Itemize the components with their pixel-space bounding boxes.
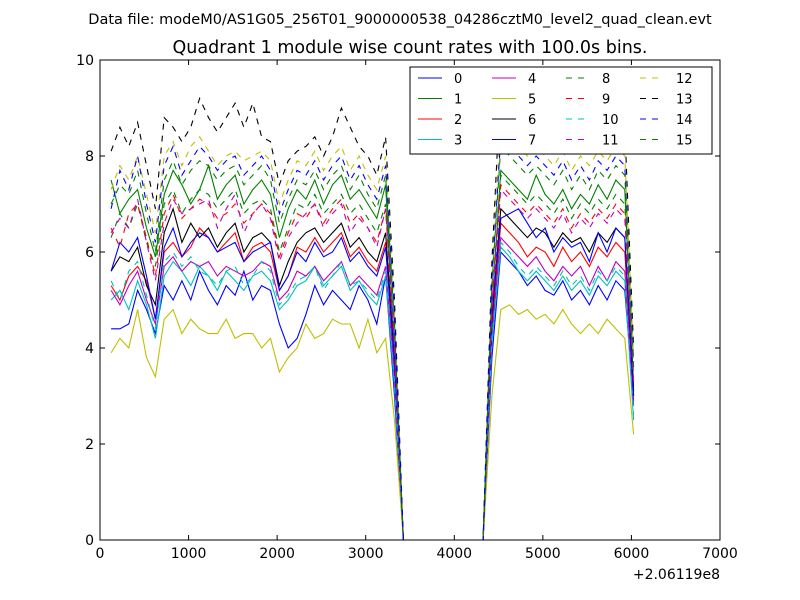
y-tick-label: 2 — [85, 437, 94, 453]
series-line-5 — [110, 304, 635, 540]
chart-title: Quadrant 1 module wise count rates with … — [173, 38, 648, 58]
legend-label-12: 12 — [676, 72, 693, 87]
legend-label-0: 0 — [454, 72, 462, 87]
series-line-14 — [110, 135, 635, 540]
y-tick-label: 4 — [85, 341, 94, 357]
legend-label-10: 10 — [602, 113, 619, 128]
x-axis-offset-label: +2.06119e8 — [633, 567, 720, 583]
y-tick-label: 6 — [85, 245, 94, 261]
series-line-15 — [110, 145, 635, 540]
series-line-2 — [110, 221, 635, 540]
data-file-caption: Data file: modeM0/AS1G05_256T01_90000005… — [88, 12, 712, 28]
x-tick-label: 0 — [96, 546, 105, 562]
legend-label-5: 5 — [528, 93, 536, 108]
series-line-6 — [110, 206, 635, 540]
x-tick-label: 5000 — [525, 546, 561, 562]
series-line-4 — [110, 236, 635, 540]
legend-label-8: 8 — [602, 72, 610, 87]
series-line-1 — [110, 163, 635, 540]
series-line-0 — [111, 250, 635, 540]
plot-frame — [99, 59, 721, 541]
legend-label-1: 1 — [454, 93, 462, 108]
legend-label-6: 6 — [528, 113, 536, 128]
y-tick-label: 8 — [85, 149, 94, 165]
x-tick-label: 3000 — [348, 546, 384, 562]
series-line-3 — [110, 245, 635, 540]
x-tick-label: 4000 — [436, 546, 472, 562]
x-tick-label: 2000 — [259, 546, 295, 562]
x-tick-label: 6000 — [614, 546, 650, 562]
legend-label-14: 14 — [676, 113, 693, 128]
series-line-12 — [110, 121, 635, 540]
legend-label-2: 2 — [454, 113, 462, 128]
y-tick-label: 10 — [76, 53, 94, 69]
y-tick-label: 0 — [85, 533, 94, 549]
legend-label-11: 11 — [602, 134, 619, 149]
series-line-7 — [110, 208, 635, 540]
legend-box — [409, 66, 713, 155]
legend-label-3: 3 — [454, 134, 462, 149]
x-tick-label: 1000 — [171, 546, 207, 562]
legend-label-13: 13 — [676, 93, 693, 108]
x-tick-label: 7000 — [702, 546, 738, 562]
legend-label-4: 4 — [528, 72, 536, 87]
legend-label-7: 7 — [528, 134, 536, 149]
legend-label-15: 15 — [676, 134, 693, 149]
legend-label-9: 9 — [602, 93, 610, 108]
